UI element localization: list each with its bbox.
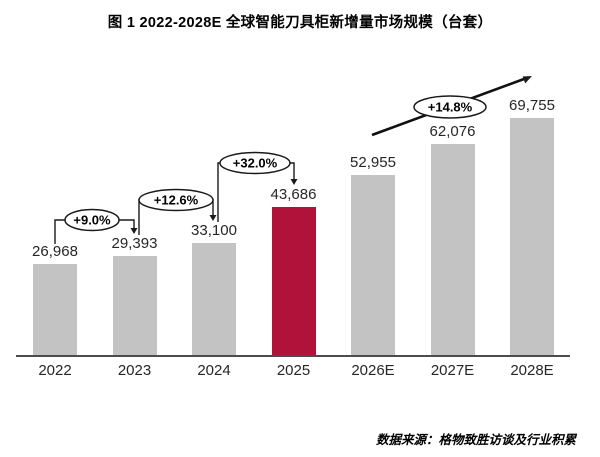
- bar-2024: [192, 243, 236, 356]
- x-axis-line: [16, 355, 570, 357]
- data-source-note: 数据来源：格物致胜访谈及行业积累: [375, 433, 576, 447]
- arrowhead-down-icon: [290, 179, 298, 185]
- x-axis-label-2028E: 2028E: [510, 362, 554, 379]
- bar-2027E: [430, 144, 475, 356]
- arrowhead-down-icon: [209, 215, 217, 221]
- bar-value-label-2022: 26,968: [32, 243, 78, 260]
- bar-2026E: [351, 175, 395, 356]
- growth-label: +9.0%: [73, 213, 111, 228]
- x-axis-label-2023: 2023: [117, 362, 152, 379]
- x-axis-label-2027E: 2027E: [430, 362, 475, 379]
- arrowhead-down-icon: [130, 228, 138, 234]
- bar-value-label-2025: 43,686: [270, 186, 317, 203]
- bar-value-label-2026E: 52,955: [350, 154, 396, 171]
- x-axis-label-2022: 2022: [38, 362, 72, 379]
- bar-value-label-2028E: 69,755: [509, 97, 555, 114]
- chart-title: 图 1 2022-2028E 全球智能刀具柜新增量市场规模（台套）: [107, 15, 493, 31]
- growth-label: +14.8%: [428, 100, 473, 115]
- bar-2025: [271, 207, 316, 356]
- growth-label: +32.0%: [233, 156, 278, 171]
- arrowhead-up-right-icon: [522, 76, 532, 84]
- x-axis-label-2024: 2024: [197, 362, 231, 379]
- bar-value-label-2023: 29,393: [111, 235, 158, 252]
- bar-value-label-2027E: 62,076: [429, 123, 476, 140]
- x-axis-label-2026E: 2026E: [351, 362, 395, 379]
- bar-2028E: [510, 118, 554, 356]
- x-axis-label-2025: 2025: [276, 362, 311, 379]
- bar-2023: [112, 256, 157, 356]
- bar-2022: [33, 264, 77, 356]
- growth-label: +12.6%: [154, 193, 199, 208]
- bar-value-label-2024: 33,100: [191, 222, 237, 239]
